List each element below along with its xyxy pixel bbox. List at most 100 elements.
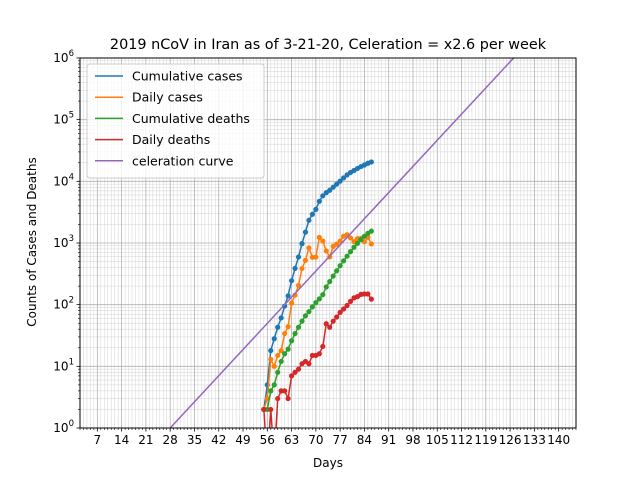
x-tick-label: 35 — [187, 433, 202, 447]
data-point — [299, 265, 305, 272]
x-tick-label: 133 — [523, 433, 546, 447]
data-point — [347, 298, 354, 304]
data-point — [323, 321, 329, 327]
y-tick-label: 100 — [53, 419, 74, 435]
data-point — [309, 304, 315, 310]
data-point — [278, 347, 284, 354]
legend: Cumulative cases Daily cases Cumulative de… — [86, 63, 265, 179]
legend-label: celeration curve — [132, 153, 234, 168]
data-point — [268, 406, 274, 413]
series-cumulative-deaths — [261, 228, 374, 413]
data-point — [330, 318, 336, 324]
x-tick-label: 7 — [94, 433, 102, 447]
x-tick-label: 77 — [332, 433, 347, 447]
data-point — [368, 228, 374, 234]
data-point — [302, 257, 309, 263]
x-tick-label: 28 — [163, 433, 178, 447]
data-point — [268, 388, 274, 394]
data-point — [347, 249, 354, 255]
data-point — [285, 346, 291, 352]
x-axis-label: Days — [313, 456, 343, 470]
data-point — [295, 324, 302, 330]
x-tick-label: 91 — [381, 433, 396, 447]
chart-title: 2019 nCoV in Iran as of 3-21-20, Celerat… — [110, 37, 547, 53]
x-tick-label: 42 — [211, 433, 226, 447]
data-point — [306, 361, 312, 367]
data-point — [313, 300, 319, 306]
data-point — [275, 395, 281, 402]
series-daily-deaths — [261, 291, 374, 428]
data-point — [323, 284, 329, 290]
data-point — [295, 282, 302, 289]
y-tick-label: 105 — [53, 111, 74, 127]
data-point — [295, 254, 302, 260]
x-tick-label: 140 — [547, 433, 570, 447]
data-point — [313, 254, 319, 260]
data-point — [368, 159, 374, 165]
data-point — [288, 373, 295, 379]
data-point — [327, 278, 333, 285]
data-point — [327, 324, 333, 330]
data-point — [288, 278, 295, 284]
data-point — [306, 245, 312, 251]
x-tick-label: 21 — [138, 433, 153, 447]
data-point — [285, 293, 291, 299]
x-tick-label: 98 — [405, 433, 420, 447]
x-tick-label: 49 — [235, 433, 250, 447]
data-point — [334, 314, 340, 320]
data-point — [299, 241, 305, 247]
y-tick-label: 102 — [53, 296, 74, 312]
data-point — [337, 263, 343, 269]
x-tick-label: 105 — [426, 433, 449, 447]
data-point — [323, 248, 329, 254]
data-point — [330, 184, 336, 190]
data-point — [337, 238, 343, 244]
x-tick-label: 70 — [308, 433, 323, 447]
data-point — [320, 238, 326, 244]
data-point — [271, 382, 277, 388]
data-point — [330, 273, 336, 279]
data-point — [285, 395, 291, 402]
y-tick-label: 103 — [53, 234, 74, 250]
data-point — [313, 206, 319, 212]
data-point — [282, 330, 288, 337]
legend-label: Cumulative deaths — [132, 111, 250, 126]
data-point — [337, 178, 343, 184]
x-tick-label: 56 — [260, 433, 275, 447]
data-point — [299, 318, 305, 324]
data-point — [354, 240, 361, 246]
data-point — [288, 300, 295, 306]
y-tick-label: 101 — [53, 357, 74, 373]
data-point — [341, 258, 347, 264]
data-point — [327, 187, 333, 193]
data-point — [341, 306, 347, 312]
data-point — [278, 358, 284, 365]
x-tick-label: 63 — [284, 433, 299, 447]
data-point — [271, 363, 277, 369]
data-point — [316, 296, 322, 302]
legend-box — [86, 63, 265, 179]
x-tick-label: 119 — [474, 433, 497, 447]
data-point — [361, 233, 368, 239]
data-point — [316, 351, 322, 357]
series-line — [169, 58, 515, 428]
data-point — [302, 229, 309, 235]
x-tick-label: 112 — [450, 433, 473, 447]
y-axis-label: Counts of Cases and Deaths — [25, 157, 39, 326]
data-point — [368, 296, 374, 302]
data-point — [358, 237, 364, 243]
x-tick-label: 84 — [357, 433, 372, 447]
legend-label: Cumulative cases — [132, 69, 243, 84]
data-point — [292, 369, 298, 375]
data-point — [351, 244, 357, 250]
data-point — [278, 315, 284, 321]
data-point — [309, 211, 315, 217]
data-point — [334, 181, 340, 187]
y-tick-label: 106 — [53, 49, 74, 65]
data-point — [271, 336, 277, 342]
data-point — [347, 235, 354, 241]
data-point — [302, 313, 309, 319]
data-point — [334, 241, 340, 247]
data-point — [282, 388, 288, 394]
